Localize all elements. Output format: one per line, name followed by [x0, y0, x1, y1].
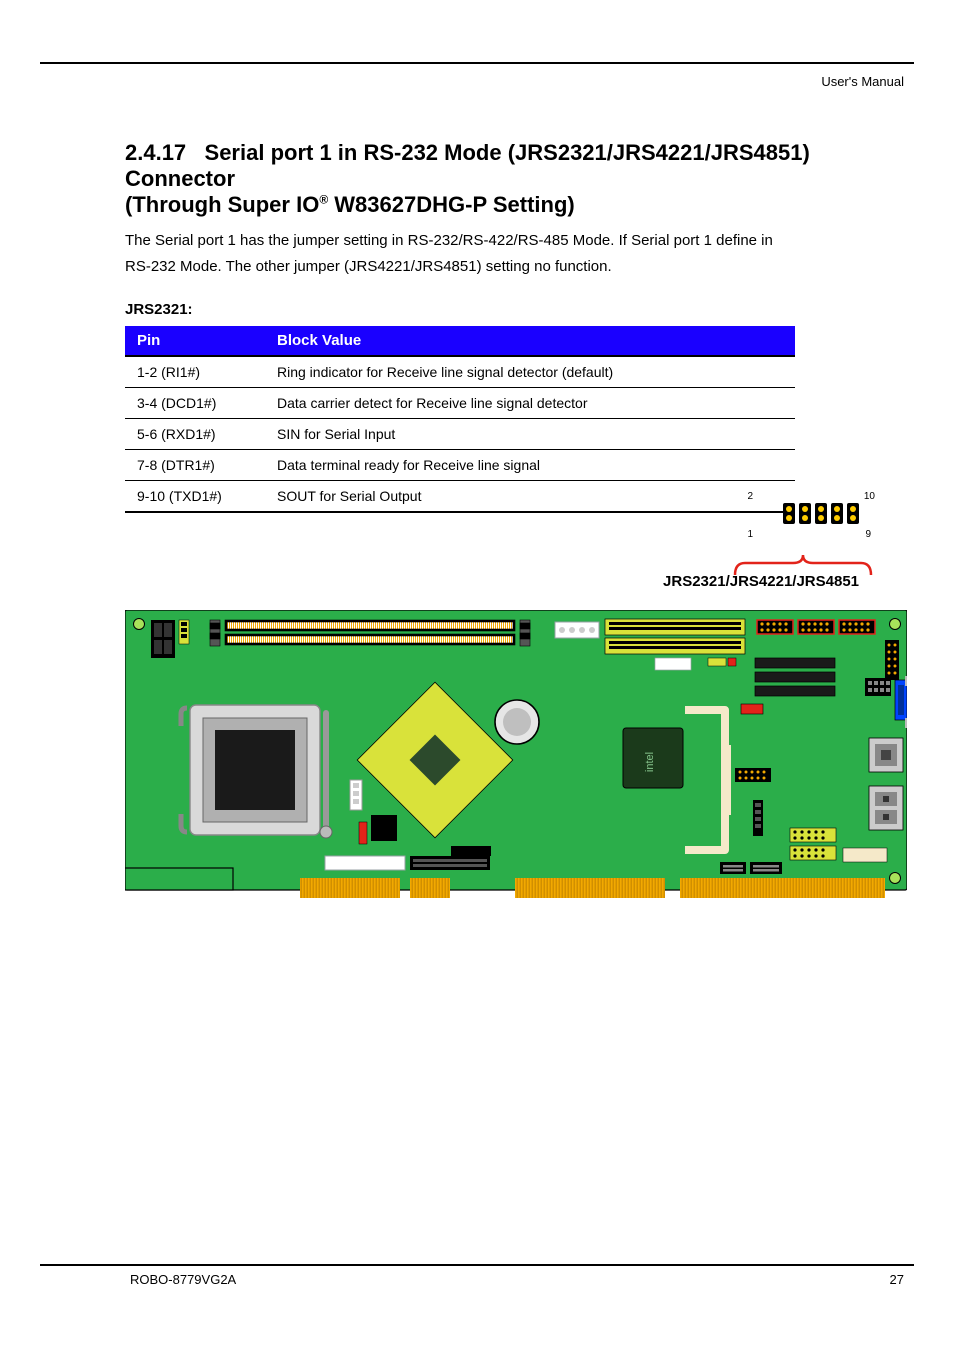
- cell: Data carrier detect for Receive line sig…: [265, 388, 795, 419]
- pin-block: [799, 503, 811, 524]
- pin-block: [815, 503, 827, 524]
- cell: 5-6 (RXD1#): [125, 419, 265, 450]
- cell: 1-2 (RI1#): [125, 356, 265, 388]
- jumper-table: Pin Block Value 1-2 (RI1#) Ring indicato…: [125, 326, 795, 513]
- svg-text:intel: intel: [644, 752, 656, 772]
- jumper-label: JRS2321:: [125, 301, 869, 318]
- pin-block: [831, 503, 843, 524]
- pin-label-tl: 2: [747, 491, 753, 502]
- highlighted-jumpers: [757, 620, 875, 634]
- pin-label-br: 9: [865, 529, 871, 540]
- pin-schema: [783, 503, 859, 524]
- pin-block: [783, 503, 795, 524]
- callout-bracket-icon: [733, 555, 873, 577]
- table-row: 1-2 (RI1#) Ring indicator for Receive li…: [125, 356, 795, 388]
- cell: 7-8 (DTR1#): [125, 450, 265, 481]
- footer-right: 27: [890, 1272, 904, 1287]
- cell: SOUT for Serial Output: [265, 481, 795, 513]
- footer-left: ROBO-8779VG2A: [130, 1272, 236, 1287]
- registered-icon: ®: [319, 193, 328, 207]
- body-paragraph: The Serial port 1 has the jumper setting…: [125, 228, 795, 279]
- table-row: 9-10 (TXD1#) SOUT for Serial Output: [125, 481, 795, 513]
- table-row: 3-4 (DCD1#) Data carrier detect for Rece…: [125, 388, 795, 419]
- page: User's Manual 2.4.17 Serial port 1 in RS…: [0, 0, 954, 1352]
- footer: ROBO-8779VG2A 27: [0, 1264, 954, 1287]
- th-value: Block Value: [265, 326, 795, 356]
- cell: SIN for Serial Input: [265, 419, 795, 450]
- table-header-row: Pin Block Value: [125, 326, 795, 356]
- cell: Data terminal ready for Receive line sig…: [265, 450, 795, 481]
- cpu-socket-icon: [181, 705, 332, 838]
- footer-text: ROBO-8779VG2A 27: [0, 1266, 954, 1287]
- cell: 9-10 (TXD1#): [125, 481, 265, 513]
- content: 2.4.17 Serial port 1 in RS-232 Mode (JRS…: [85, 40, 869, 912]
- table-row: 7-8 (DTR1#) Data terminal ready for Rece…: [125, 450, 795, 481]
- pin-block: [847, 503, 859, 524]
- section-title: Serial port 1 in RS-232 Mode (JRS2321/JR…: [125, 140, 810, 217]
- section-heading: 2.4.17 Serial port 1 in RS-232 Mode (JRS…: [125, 140, 869, 218]
- motherboard-diagram: intel: [125, 610, 907, 912]
- section-number: 2.4.17: [125, 140, 186, 165]
- table-row: 5-6 (RXD1#) SIN for Serial Input: [125, 419, 795, 450]
- cell: 3-4 (DCD1#): [125, 388, 265, 419]
- board-wrap: JRS2321/JRS4221/JRS4851: [125, 573, 869, 912]
- pin-label-bl: 1: [747, 529, 753, 540]
- th-pin: Pin: [125, 326, 265, 356]
- cell: Ring indicator for Receive line signal d…: [265, 356, 795, 388]
- pin-label-tr: 10: [864, 491, 875, 502]
